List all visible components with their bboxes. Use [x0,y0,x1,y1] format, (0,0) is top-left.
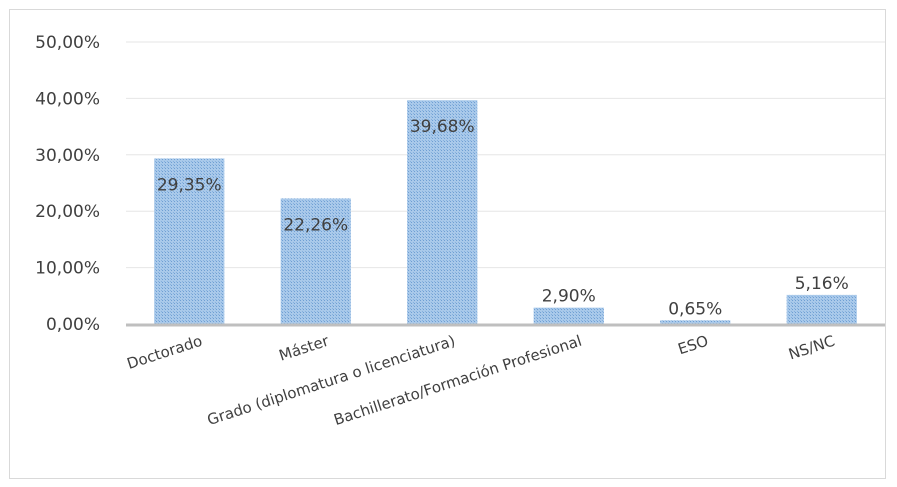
data-label: 2,90% [542,287,596,307]
data-label: 5,16% [795,274,849,294]
x-category-label: Doctorado [125,332,205,373]
x-category-label: Bachillerato/Formación Profesional [332,332,584,429]
bars [154,100,857,324]
bar [533,307,604,324]
data-label: 29,35% [157,175,222,195]
y-axis-tick-labels: 0,00% 10,00% 20,00% 30,00% 40,00% 50,00% [35,33,100,335]
bar [154,158,225,324]
y-tick-label: 10,00% [35,259,100,279]
bar [407,100,478,324]
data-labels: 29,35% 22,26% 39,68% 2,90% 0,65% 5,16% [157,117,849,319]
bar [280,198,351,324]
y-tick-label: 50,00% [35,33,100,53]
bar [786,294,857,324]
y-tick-label: 0,00% [46,315,100,335]
data-label: 22,26% [283,215,348,235]
data-label: 0,65% [668,299,722,319]
gridlines [126,41,885,269]
bar [660,320,731,324]
y-tick-label: 30,00% [35,146,100,166]
y-tick-label: 20,00% [35,202,100,222]
x-category-label: Máster [277,331,332,364]
x-category-label: NS/NC [786,332,837,364]
x-category-label: ESO [676,332,711,359]
data-label: 39,68% [410,117,475,137]
y-tick-label: 40,00% [35,89,100,109]
x-category-label: Grado (diplomatura o licenciatura) [205,332,458,429]
